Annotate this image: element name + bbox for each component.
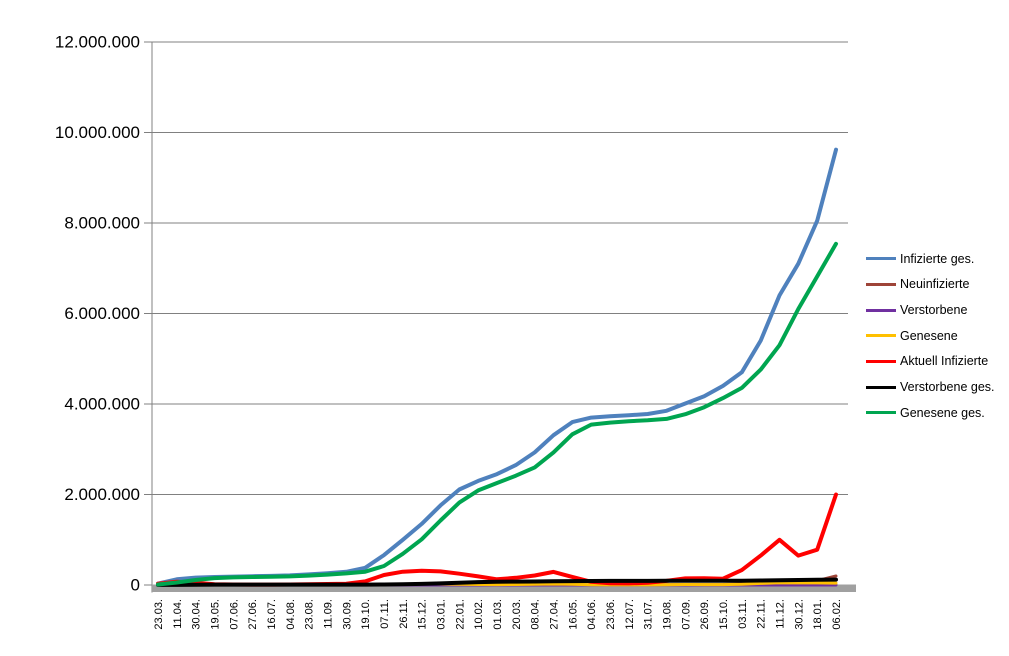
legend-line-swatch (866, 257, 896, 261)
x-axis-tick-label: 11.12. (775, 599, 787, 629)
legend-item-neuinfizierte: Neuinfizierte (866, 272, 995, 298)
x-axis-band (152, 584, 856, 592)
legend-item-genesene: Genesene (866, 323, 995, 349)
y-axis-tick-label: 6.000.000 (64, 304, 140, 323)
x-axis-tick-label: 23.08. (304, 599, 316, 630)
y-axis-tick-label: 10.000.000 (55, 123, 140, 142)
x-axis-tick-label: 19.05. (210, 599, 222, 630)
x-axis-tick-label: 07.06. (228, 599, 240, 630)
x-axis-tick-label: 15.12. (417, 599, 429, 630)
y-axis-tick-label: 12.000.000 (55, 33, 140, 52)
x-axis-tick-label: 30.09. (341, 599, 353, 630)
y-axis-tick-label: 4.000.000 (64, 395, 140, 414)
legend-item-verstorbene: Verstorbene (866, 297, 995, 323)
x-axis-tick-label: 15.10. (718, 599, 730, 630)
legend-line-swatch (866, 411, 896, 415)
x-axis-tick-label: 11.04. (172, 599, 184, 629)
legend-item-aktuell-infizierte: Aktuell Infizierte (866, 349, 995, 375)
y-axis-tick-label: 2.000.000 (64, 485, 140, 504)
x-axis-tick-label: 11.09. (323, 599, 335, 629)
x-axis-tick-label: 27.04. (549, 599, 561, 630)
x-axis-tick-label: 26.11. (398, 599, 410, 629)
y-axis-tick-label: 8.000.000 (64, 214, 140, 233)
legend-line-swatch (866, 385, 896, 389)
legend-line-swatch (866, 360, 896, 364)
x-axis-tick-label: 23.06. (605, 599, 617, 630)
legend-label: Verstorbene (900, 302, 968, 317)
x-axis-tick-label: 10.02. (473, 599, 485, 630)
legend-label: Genesene (900, 328, 958, 343)
x-axis-tick-label: 03.11. (737, 599, 749, 629)
legend-item-genesene-ges: Genesene ges. (866, 400, 995, 426)
x-axis-tick-label: 31.07. (643, 599, 655, 630)
y-axis-tick-label: 0 (131, 576, 140, 595)
x-axis-tick-label: 26.09. (699, 599, 711, 630)
legend-item-verstorbene-ges: Verstorbene ges. (866, 374, 995, 400)
legend-line-swatch (866, 283, 896, 287)
x-axis-tick-label: 30.04. (191, 599, 203, 630)
x-axis-tick-label: 12.07. (624, 599, 636, 630)
series-line-genesene-ges (156, 241, 838, 587)
legend-label: Aktuell Infizierte (900, 354, 989, 369)
x-axis-tick-label: 04.08. (285, 599, 297, 630)
legend-label: Verstorbene ges. (900, 380, 995, 395)
x-axis-tick-label: 19.08. (662, 599, 674, 630)
x-axis-tick-label: 04.06. (586, 599, 598, 630)
legend-label: Neuinfizierte (900, 277, 970, 292)
series-line-infizierte-ges (156, 147, 838, 586)
legend-label: Infizierte ges. (900, 251, 975, 266)
chart-legend: Infizierte ges. Neuinfizierte Verstorbene G… (866, 246, 995, 426)
x-axis-tick-label: 07.09. (680, 599, 692, 630)
x-axis-tick-label: 16.05. (567, 599, 579, 630)
x-axis-tick-label: 18.01. (812, 599, 824, 630)
x-axis-tick-label: 23.03. (153, 599, 165, 630)
x-axis-tick-label: 30.12. (793, 599, 805, 630)
x-axis-tick-label: 07.11. (379, 599, 391, 629)
x-axis-tick-label: 03.01. (436, 599, 448, 630)
x-axis-tick-label: 20.03. (511, 599, 523, 630)
x-axis-tick-label: 06.02. (831, 599, 843, 630)
x-axis-tick-label: 16.07. (266, 599, 278, 630)
legend-line-swatch (866, 308, 896, 312)
legend-label: Genesene ges. (900, 405, 985, 420)
legend-item-infizierte-ges: Infizierte ges. (866, 246, 995, 272)
series-line-aktuell-infizierte (156, 492, 838, 587)
x-axis-tick-label: 22.11. (756, 599, 768, 629)
x-axis-tick-label: 08.04. (530, 599, 542, 630)
x-axis-tick-label: 27.06. (247, 599, 259, 630)
x-axis-tick-label: 01.03. (492, 599, 504, 630)
legend-line-swatch (866, 334, 896, 338)
x-axis-tick-label: 19.10. (360, 599, 372, 630)
series-line-verstorbene-ges (156, 577, 838, 587)
x-axis-tick-label: 22.01. (454, 599, 466, 630)
